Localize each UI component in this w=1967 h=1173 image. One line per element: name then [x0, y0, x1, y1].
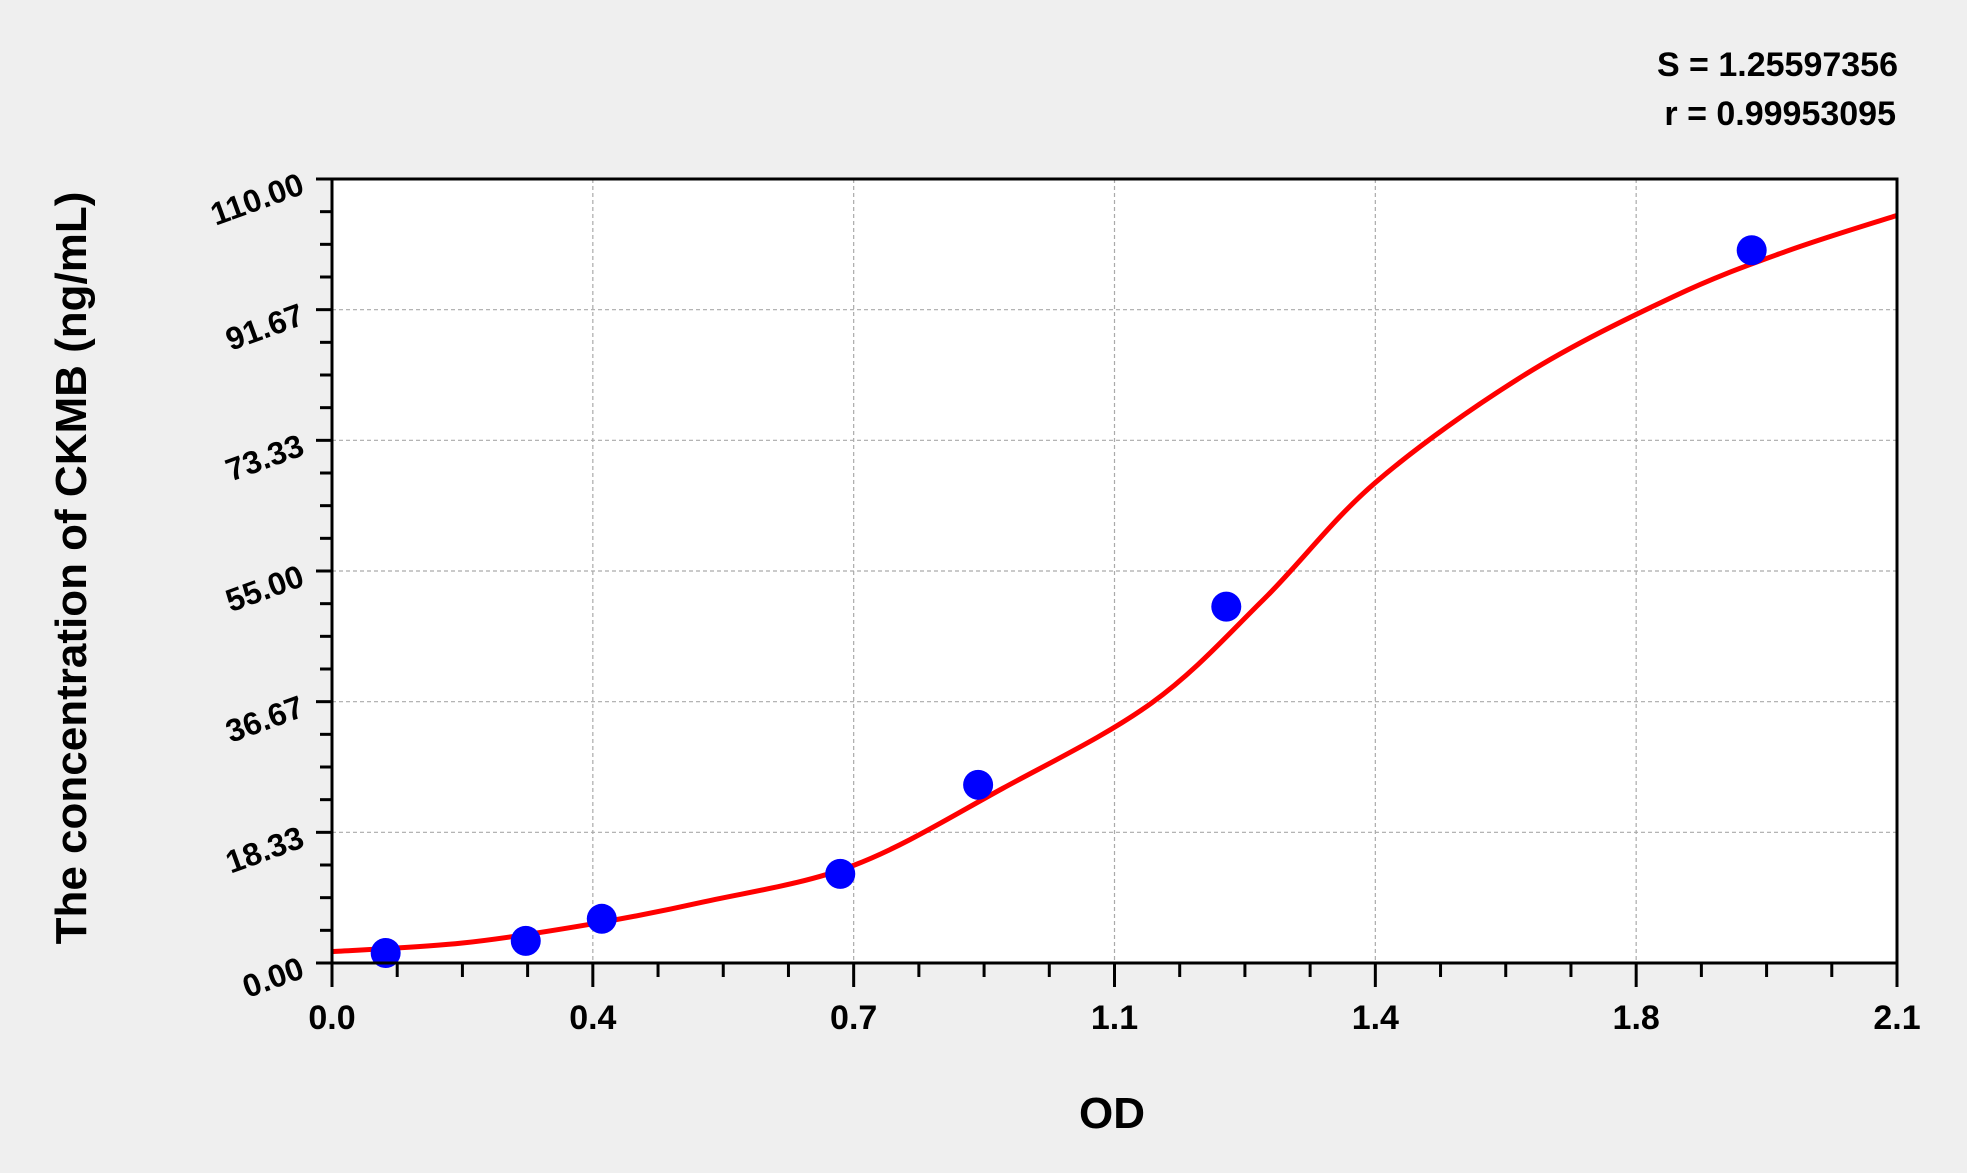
- y-tick-label: 0.00: [238, 950, 309, 1005]
- x-axis-title: OD: [1079, 1089, 1145, 1138]
- y-tick-label: 91.67: [221, 296, 309, 357]
- data-point: [370, 938, 401, 969]
- data-points: [370, 235, 1767, 969]
- x-tick-label: 1.4: [1352, 999, 1399, 1037]
- plot-frame: [330, 177, 1899, 965]
- annotation-r: r = 0.99953095: [1664, 95, 1896, 133]
- x-tick-label: 2.1: [1873, 999, 1920, 1037]
- x-tick-label: 1.1: [1091, 999, 1138, 1037]
- x-tick-label: 0.0: [308, 999, 355, 1037]
- annotation-s: S = 1.25597356: [1657, 46, 1898, 84]
- x-tick-label: 1.8: [1613, 999, 1660, 1037]
- y-tick-label: 73.33: [221, 427, 309, 488]
- data-point: [1211, 591, 1242, 622]
- y-axis-title: The concentration of CKMB (ng/mL): [47, 192, 96, 945]
- data-point: [1736, 235, 1767, 266]
- axis-ticks: [316, 177, 1899, 987]
- data-point: [510, 925, 541, 956]
- x-tick-label: 0.7: [830, 999, 877, 1037]
- x-tick-labels: 0.0 0.4 0.7 1.1 1.4 1.8 2.1: [308, 999, 1920, 1037]
- data-point: [586, 903, 617, 934]
- y-tick-labels: 0.00 18.33 36.67 55.00 73.33 91.67 110.00: [206, 166, 309, 1005]
- data-point: [825, 858, 856, 889]
- y-tick-label: 110.00: [206, 166, 309, 233]
- y-tick-label: 36.67: [221, 688, 309, 749]
- data-point: [963, 769, 994, 800]
- y-tick-label: 55.00: [221, 558, 309, 619]
- x-tick-label: 0.4: [569, 999, 616, 1037]
- y-tick-label: 18.33: [221, 819, 309, 880]
- grid-lines: [332, 179, 1897, 963]
